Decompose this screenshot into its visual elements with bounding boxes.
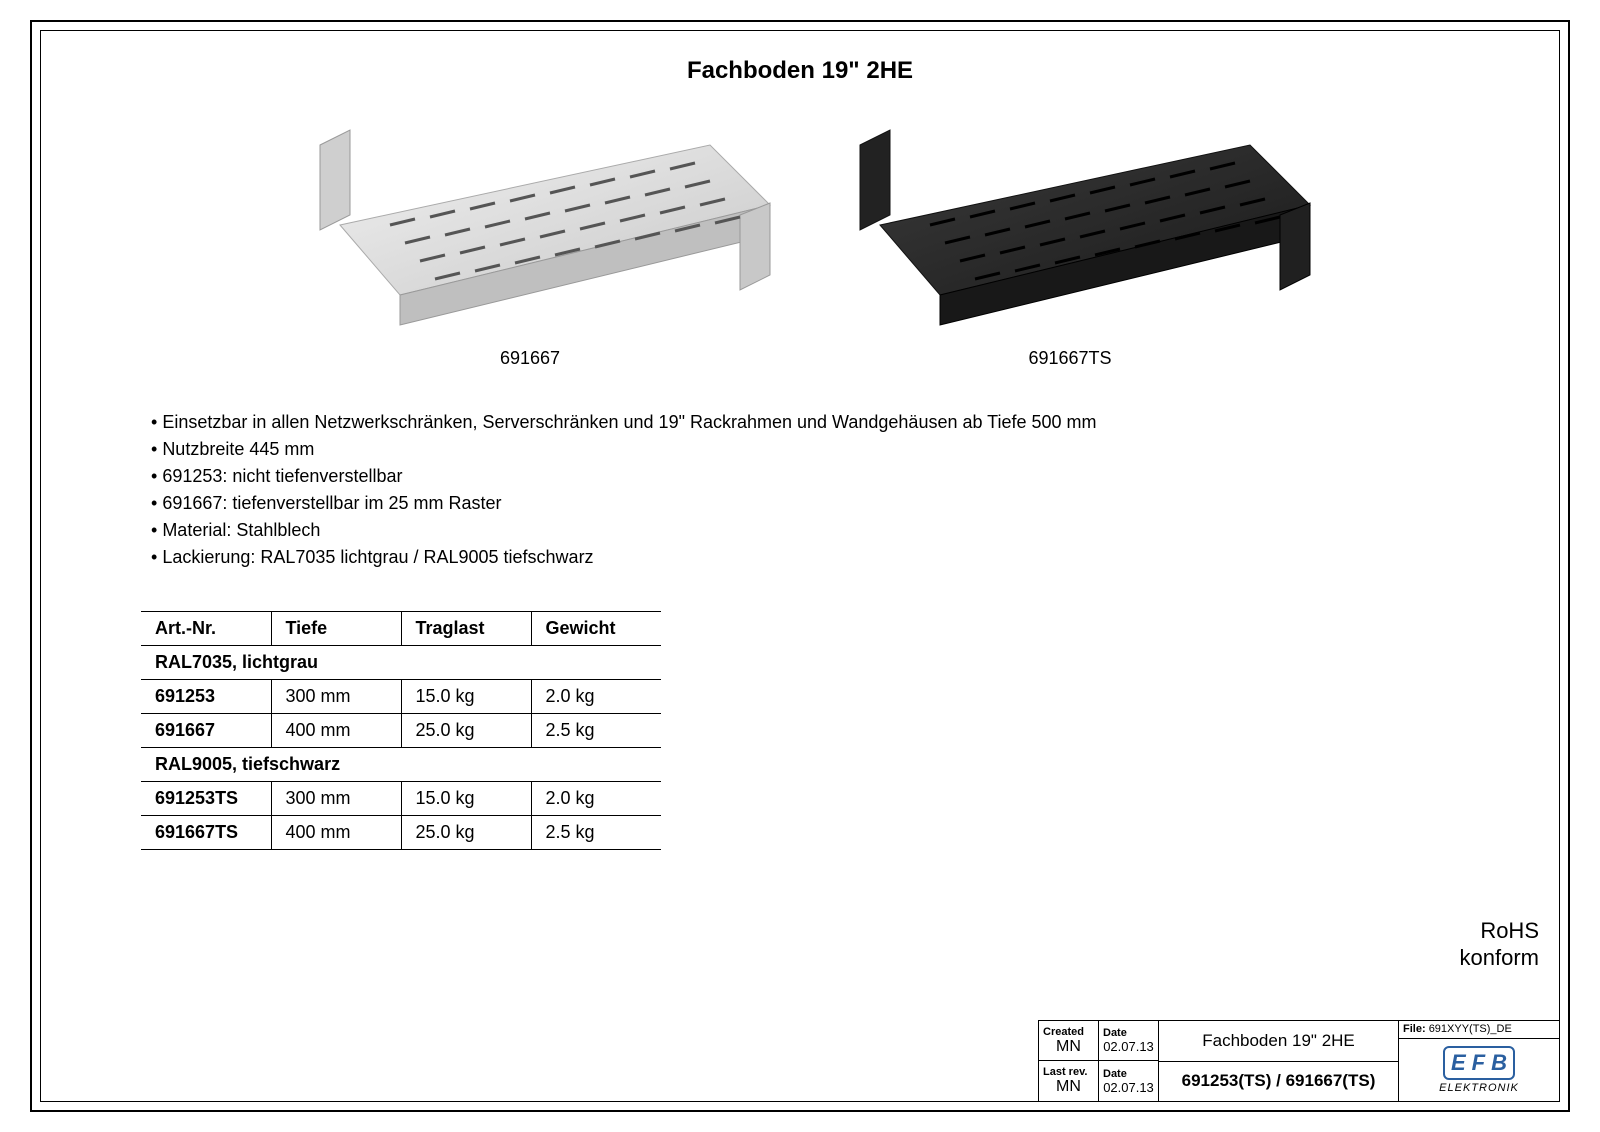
table-row: 691253TS300 mm15.0 kg2.0 kg (141, 782, 661, 816)
product-image-left: 691667 (280, 115, 780, 369)
table-cell: 25.0 kg (401, 816, 531, 850)
feature-bullet: 691253: nicht tiefenverstellbar (151, 463, 1499, 490)
outer-frame: Fachboden 19" 2HE (30, 20, 1570, 1112)
table-row: 691253300 mm15.0 kg2.0 kg (141, 680, 661, 714)
tb-file: File: 691XYY(TS)_DE (1399, 1021, 1559, 1039)
page-title: Fachboden 19" 2HE (101, 57, 1499, 85)
rohs-label: RoHS konform (1460, 918, 1539, 971)
feature-bullets: Einsetzbar in allen Netzwerkschränken, S… (151, 409, 1499, 571)
table-cell: 2.0 kg (531, 782, 661, 816)
shelf-light-icon (280, 115, 780, 335)
inner-frame: Fachboden 19" 2HE (40, 30, 1560, 1102)
table-header: Traglast (401, 612, 531, 646)
shelf-dark-icon (820, 115, 1320, 335)
feature-bullet: Lackierung: RAL7035 lichtgrau / RAL9005 … (151, 544, 1499, 571)
table-cell: 300 mm (271, 782, 401, 816)
table-row: 691667400 mm25.0 kg2.5 kg (141, 714, 661, 748)
tb-created-date: Date 02.07.13 (1099, 1021, 1159, 1061)
table-header: Gewicht (531, 612, 661, 646)
efb-logo-box: E F B (1443, 1046, 1515, 1080)
table-cell: 2.5 kg (531, 816, 661, 850)
spec-table: Art.-Nr.TiefeTraglastGewichtRAL7035, lic… (141, 611, 661, 850)
table-group-label: RAL9005, tiefschwarz (141, 748, 661, 782)
table-cell: 691667 (141, 714, 271, 748)
table-header: Art.-Nr. (141, 612, 271, 646)
table-cell: 691253TS (141, 782, 271, 816)
rohs-line1: RoHS (1460, 918, 1539, 944)
table-cell: 2.0 kg (531, 680, 661, 714)
table-cell: 15.0 kg (401, 782, 531, 816)
tb-doc-code: 691253(TS) / 691667(TS) (1159, 1062, 1399, 1102)
rohs-line2: konform (1460, 945, 1539, 971)
tb-doc-title: Fachboden 19" 2HE (1159, 1021, 1399, 1062)
efb-logo-sub: ELEKTRONIK (1439, 1082, 1519, 1094)
table-group-label: RAL7035, lichtgrau (141, 646, 661, 680)
table-cell: 2.5 kg (531, 714, 661, 748)
feature-bullet: 691667: tiefenverstellbar im 25 mm Raste… (151, 490, 1499, 517)
table-cell: 400 mm (271, 816, 401, 850)
feature-bullet: Material: Stahlblech (151, 517, 1499, 544)
table-header: Tiefe (271, 612, 401, 646)
tb-lastrev-date: Date 02.07.13 (1099, 1061, 1159, 1101)
image-caption-right: 691667TS (820, 348, 1320, 369)
drawing-titleblock: Created MN Date 02.07.13 Last rev. MN Da… (1038, 1020, 1560, 1102)
feature-bullet: Nutzbreite 445 mm (151, 436, 1499, 463)
table-cell: 300 mm (271, 680, 401, 714)
product-images-row: 691667 (101, 115, 1499, 369)
tb-created-by: Created MN (1039, 1021, 1099, 1061)
table-row: 691667TS400 mm25.0 kg2.5 kg (141, 816, 661, 850)
table-cell: 25.0 kg (401, 714, 531, 748)
efb-logo: E F B ELEKTRONIK (1399, 1039, 1559, 1101)
table-cell: 15.0 kg (401, 680, 531, 714)
table-cell: 691667TS (141, 816, 271, 850)
feature-bullet: Einsetzbar in allen Netzwerkschränken, S… (151, 409, 1499, 436)
table-cell: 400 mm (271, 714, 401, 748)
image-caption-left: 691667 (280, 348, 780, 369)
tb-lastrev-by: Last rev. MN (1039, 1061, 1099, 1101)
table-cell: 691253 (141, 680, 271, 714)
product-image-right: 691667TS (820, 115, 1320, 369)
